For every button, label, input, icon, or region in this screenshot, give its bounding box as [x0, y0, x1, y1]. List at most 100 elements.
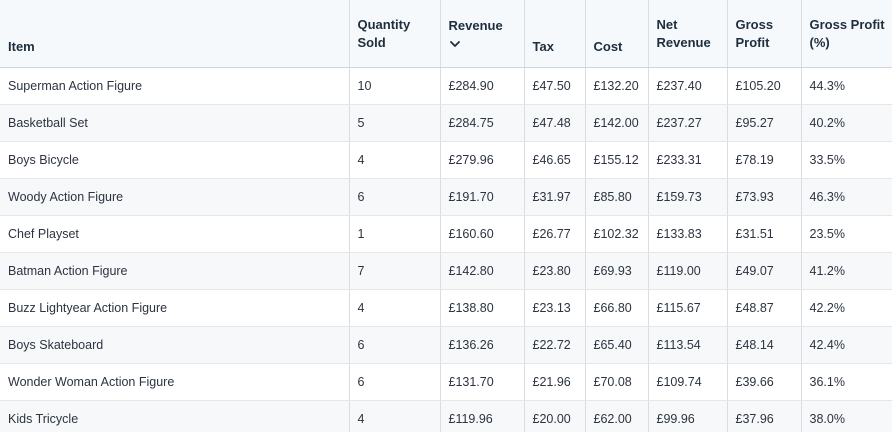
cell-tax: £21.96: [524, 363, 586, 401]
cell-revenue: £138.80: [440, 289, 525, 327]
cell-item: Buzz Lightyear Action Figure: [0, 289, 350, 327]
cell-item: Batman Action Figure: [0, 252, 350, 290]
cell-cost: £66.80: [585, 289, 649, 327]
column-header-label: (%): [809, 34, 830, 50]
column-header-gross-profit-percent[interactable]: Gross Profit (%): [801, 0, 892, 68]
column-header-label: Sold: [357, 34, 386, 50]
column-header-item[interactable]: Item: [0, 0, 350, 68]
cell-revenue: £160.60: [440, 215, 525, 253]
cell-gross-profit-percent: 46.3%: [801, 178, 892, 216]
column-header-quantity-sold[interactable]: Quantity Sold: [349, 0, 441, 68]
column-header-label: Cost: [593, 39, 623, 54]
cell-cost: £69.93: [585, 252, 649, 290]
table-header: Item Quantity Sold Revenue Tax Cost: [0, 0, 892, 68]
chevron-down-icon[interactable]: [449, 36, 516, 50]
cell-gross-profit-percent: 33.5%: [801, 141, 892, 179]
column-header-label: Gross Profit: [809, 16, 885, 32]
cell-quantity-sold: 4: [349, 289, 441, 327]
cell-revenue: £191.70: [440, 178, 525, 216]
cell-tax: £22.72: [524, 326, 586, 364]
column-header-cost[interactable]: Cost: [585, 0, 649, 68]
cell-cost: £132.20: [585, 67, 649, 105]
cell-quantity-sold: 5: [349, 104, 441, 142]
cell-item: Boys Skateboard: [0, 326, 350, 364]
cell-item: Woody Action Figure: [0, 178, 350, 216]
table-row[interactable]: Superman Action Figure 10 £284.90 £47.50 £13…: [0, 67, 892, 105]
cell-gross-profit-percent: 40.2%: [801, 104, 892, 142]
cell-item: Kids Tricycle: [0, 400, 350, 432]
cell-gross-profit: £39.66: [727, 363, 802, 401]
cell-item: Chef Playset: [0, 215, 350, 253]
cell-tax: £26.77: [524, 215, 586, 253]
cell-revenue: £142.80: [440, 252, 525, 290]
cell-cost: £70.08: [585, 363, 649, 401]
cell-tax: £46.65: [524, 141, 586, 179]
column-header-net-revenue[interactable]: Net Revenue: [648, 0, 728, 68]
column-header-label: Net: [656, 16, 678, 32]
column-header-label: Item: [8, 39, 35, 54]
column-header-label: Gross: [735, 16, 774, 32]
cell-revenue: £136.26: [440, 326, 525, 364]
cell-quantity-sold: 4: [349, 141, 441, 179]
cell-net-revenue: £237.40: [648, 67, 728, 105]
table-row[interactable]: Batman Action Figure 7 £142.80 £23.80 £69.93…: [0, 252, 892, 290]
cell-gross-profit: £37.96: [727, 400, 802, 432]
cell-gross-profit-percent: 23.5%: [801, 215, 892, 253]
table-row[interactable]: Woody Action Figure 6 £191.70 £31.97 £85.80 £…: [0, 178, 892, 216]
cell-revenue: £279.96: [440, 141, 525, 179]
cell-gross-profit: £105.20: [727, 67, 802, 105]
cell-tax: £47.48: [524, 104, 586, 142]
header-row: Item Quantity Sold Revenue Tax Cost: [0, 0, 892, 68]
table-row[interactable]: Buzz Lightyear Action Figure 4 £138.80 £23.…: [0, 289, 892, 327]
table-row[interactable]: Boys Skateboard 6 £136.26 £22.72 £65.40 £113.…: [0, 326, 892, 364]
cell-item: Basketball Set: [0, 104, 350, 142]
cell-tax: £23.13: [524, 289, 586, 327]
cell-tax: £47.50: [524, 67, 586, 105]
cell-item: Superman Action Figure: [0, 67, 350, 105]
column-header-revenue[interactable]: Revenue: [440, 0, 525, 68]
column-header-label: Revenue: [448, 18, 503, 33]
cell-cost: £102.32: [585, 215, 649, 253]
table-row[interactable]: Wonder Woman Action Figure 6 £131.70 £21.96…: [0, 363, 892, 401]
cell-gross-profit-percent: 42.4%: [801, 326, 892, 364]
cell-gross-profit-percent: 42.2%: [801, 289, 892, 327]
cell-gross-profit: £31.51: [727, 215, 802, 253]
cell-gross-profit: £73.93: [727, 178, 802, 216]
cell-quantity-sold: 1: [349, 215, 441, 253]
cell-tax: £20.00: [524, 400, 586, 432]
column-header-label: Revenue: [656, 34, 711, 50]
column-header-gross-profit[interactable]: Gross Profit: [727, 0, 802, 68]
cell-cost: £65.40: [585, 326, 649, 364]
cell-revenue: £119.96: [440, 400, 525, 432]
cell-gross-profit: £95.27: [727, 104, 802, 142]
cell-gross-profit-percent: 44.3%: [801, 67, 892, 105]
cell-tax: £23.80: [524, 252, 586, 290]
column-header-label: Tax: [532, 39, 554, 54]
table-row[interactable]: Boys Bicycle 4 £279.96 £46.65 £155.12 £233.31…: [0, 141, 892, 179]
cell-cost: £62.00: [585, 400, 649, 432]
cell-item: Wonder Woman Action Figure: [0, 363, 350, 401]
table-row[interactable]: Chef Playset 1 £160.60 £26.77 £102.32 £133.83…: [0, 215, 892, 253]
cell-cost: £85.80: [585, 178, 649, 216]
cell-cost: £155.12: [585, 141, 649, 179]
cell-revenue: £131.70: [440, 363, 525, 401]
cell-quantity-sold: 6: [349, 363, 441, 401]
cell-gross-profit-percent: 41.2%: [801, 252, 892, 290]
cell-gross-profit: £48.87: [727, 289, 802, 327]
cell-gross-profit: £48.14: [727, 326, 802, 364]
table-row[interactable]: Kids Tricycle 4 £119.96 £20.00 £62.00 £99.96 £…: [0, 400, 892, 432]
cell-net-revenue: £133.83: [648, 215, 728, 253]
cell-gross-profit-percent: 36.1%: [801, 363, 892, 401]
cell-net-revenue: £113.54: [648, 326, 728, 364]
cell-item: Boys Bicycle: [0, 141, 350, 179]
cell-net-revenue: £233.31: [648, 141, 728, 179]
cell-revenue: £284.90: [440, 67, 525, 105]
table-row[interactable]: Basketball Set 5 £284.75 £47.48 £142.00 £237.…: [0, 104, 892, 142]
cell-cost: £142.00: [585, 104, 649, 142]
cell-revenue: £284.75: [440, 104, 525, 142]
column-header-tax[interactable]: Tax: [524, 0, 586, 68]
cell-quantity-sold: 10: [349, 67, 441, 105]
cell-net-revenue: £99.96: [648, 400, 728, 432]
